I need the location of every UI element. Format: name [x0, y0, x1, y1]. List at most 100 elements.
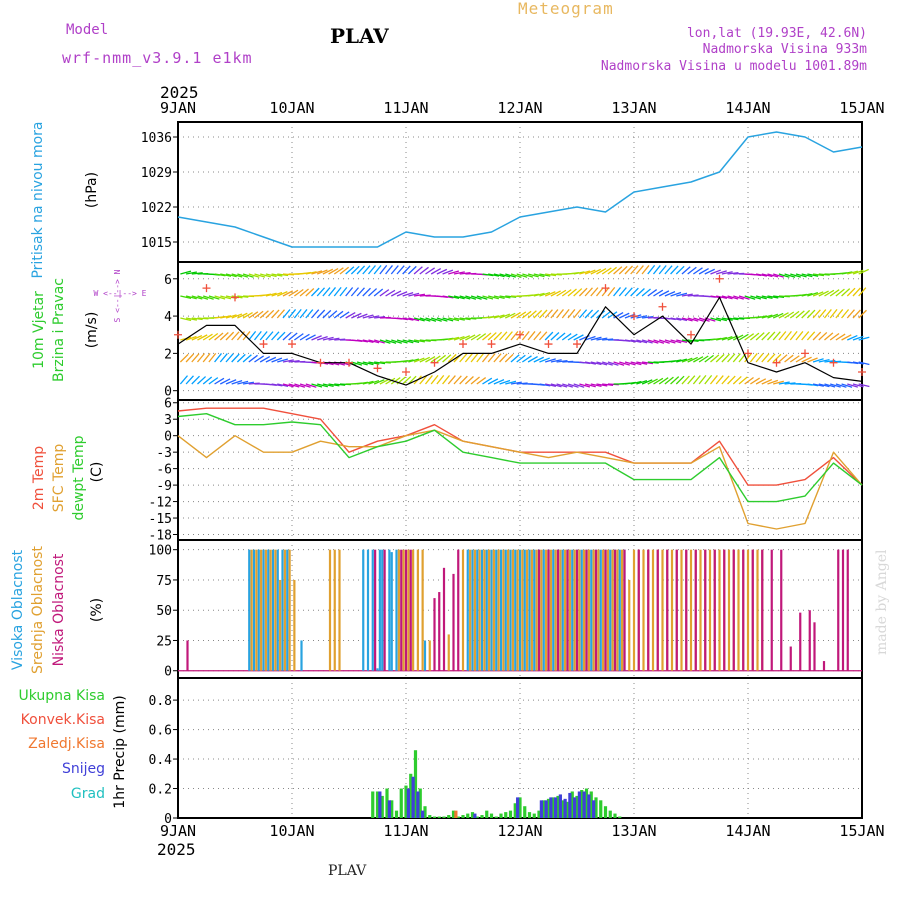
pressure-unit: (hPa)	[84, 172, 100, 208]
precip-bar-snow	[592, 800, 596, 818]
wind-arrow	[482, 295, 494, 300]
precip-bar-total_rain	[608, 810, 612, 818]
wind-arrow	[271, 291, 283, 297]
cloud-bar-high_cloud	[395, 549, 398, 671]
wind-arrow	[522, 355, 532, 363]
wind-arrow	[698, 317, 710, 322]
wind-arrow	[801, 356, 812, 363]
wind-arrow	[225, 273, 237, 278]
wind-arrow	[208, 352, 217, 363]
wind-arrow	[311, 383, 323, 388]
wind-arrow	[408, 292, 420, 297]
wind-arrow	[488, 273, 500, 277]
precip-bar-total_rain	[480, 815, 484, 818]
wind-arrow	[732, 334, 744, 341]
wind-arrow	[288, 360, 300, 363]
wind-arrow	[567, 309, 576, 319]
wind-arrow	[185, 375, 194, 385]
wind-arrow	[419, 317, 431, 322]
cloud-bar-mid_cloud	[632, 549, 636, 671]
wind-arrow	[430, 355, 441, 363]
cloud-bar-mid_cloud	[611, 549, 614, 671]
wind-arrow	[185, 335, 197, 341]
wind-arrow	[801, 273, 813, 278]
wind-arrow	[647, 378, 658, 385]
wind-arrow	[858, 287, 867, 297]
wind-arrow	[653, 289, 664, 297]
wind-arrow	[704, 374, 713, 385]
wind-arrow	[185, 317, 198, 321]
wind-arrow	[795, 355, 806, 363]
wind-arrow	[784, 273, 796, 278]
wind-arrow	[425, 267, 436, 275]
wind-arrow	[664, 376, 674, 385]
wind-arrow	[749, 353, 758, 363]
wind-arrow	[248, 311, 259, 319]
wind-arrow	[334, 383, 346, 386]
wind-arrow	[373, 265, 382, 275]
watermark: made by Angel	[874, 549, 890, 655]
wind-arrow	[647, 361, 659, 364]
cloud-bar-high_cloud	[362, 549, 365, 671]
wind-arrow	[538, 331, 548, 341]
precip-bar-total_rain	[489, 813, 494, 818]
wind-arrow	[476, 377, 487, 385]
wind-arrow	[789, 355, 800, 363]
x-tick-label-bottom: 9JAN	[160, 822, 196, 840]
precip-bar-total_rain	[461, 815, 465, 818]
wind-arrow	[413, 357, 425, 363]
wind-arrow	[784, 354, 794, 363]
wind-arrow	[493, 273, 505, 278]
cloud-bar-high_cloud	[378, 549, 381, 671]
cloud-bar-mid_cloud	[473, 549, 476, 671]
wind-arrow	[573, 271, 585, 275]
wind-arrow	[220, 315, 232, 319]
wind-arrow	[311, 335, 322, 341]
wind-arrow	[561, 333, 572, 341]
wind-arrow	[374, 361, 386, 365]
wind-arrow	[647, 339, 659, 344]
wind-arrow	[396, 339, 408, 344]
pressure-line	[177, 131, 863, 248]
cloud-bar-low_cloud	[742, 549, 745, 671]
wind-arrow	[841, 334, 852, 341]
wind-arrow	[641, 339, 653, 344]
wind-arrow	[521, 330, 530, 341]
wind-arrow	[539, 273, 551, 277]
wind-arrow	[293, 308, 302, 319]
wind-arrow	[601, 361, 613, 366]
wind-arrow	[618, 312, 630, 319]
wind-arrow	[733, 295, 744, 300]
wind-arrow	[772, 353, 782, 363]
cloud-bar-mid_cloud	[526, 549, 529, 671]
wind-arrow	[430, 268, 442, 275]
wind-arrow	[242, 273, 254, 278]
y-tick-label: -3	[156, 446, 172, 461]
precip-bar-total_rain	[542, 800, 546, 818]
cloud-bar-high_cloud	[533, 549, 536, 671]
wind-arrow	[561, 289, 572, 297]
cloud-bar-mid_cloud	[497, 549, 500, 671]
wind-arrow	[328, 383, 340, 387]
precip-bar-snow	[406, 788, 410, 818]
wind-arrow	[459, 295, 471, 300]
wind-arrow	[858, 383, 870, 388]
wind-arrow	[584, 335, 596, 341]
wind-arrow	[504, 353, 514, 363]
wind-arrow	[761, 273, 773, 278]
cloud-bar-high_cloud	[423, 640, 427, 671]
precip-bar-total_rain	[504, 812, 508, 818]
wind-arrow	[761, 353, 770, 363]
cloud-bar-mid_cloud	[283, 549, 286, 671]
wind-arrow	[698, 267, 709, 275]
wind-arrow	[721, 271, 733, 275]
wind-gust-marker	[345, 358, 353, 367]
wind-arrow	[288, 309, 297, 319]
cloud-bar-low_cloud	[604, 549, 607, 671]
wind-arrow	[316, 309, 326, 319]
wind-arrow	[288, 332, 298, 341]
wind-gust-marker	[801, 349, 809, 358]
wind-arrow	[721, 375, 730, 385]
temp-ylabel-3: dewpt Temp	[71, 435, 87, 520]
